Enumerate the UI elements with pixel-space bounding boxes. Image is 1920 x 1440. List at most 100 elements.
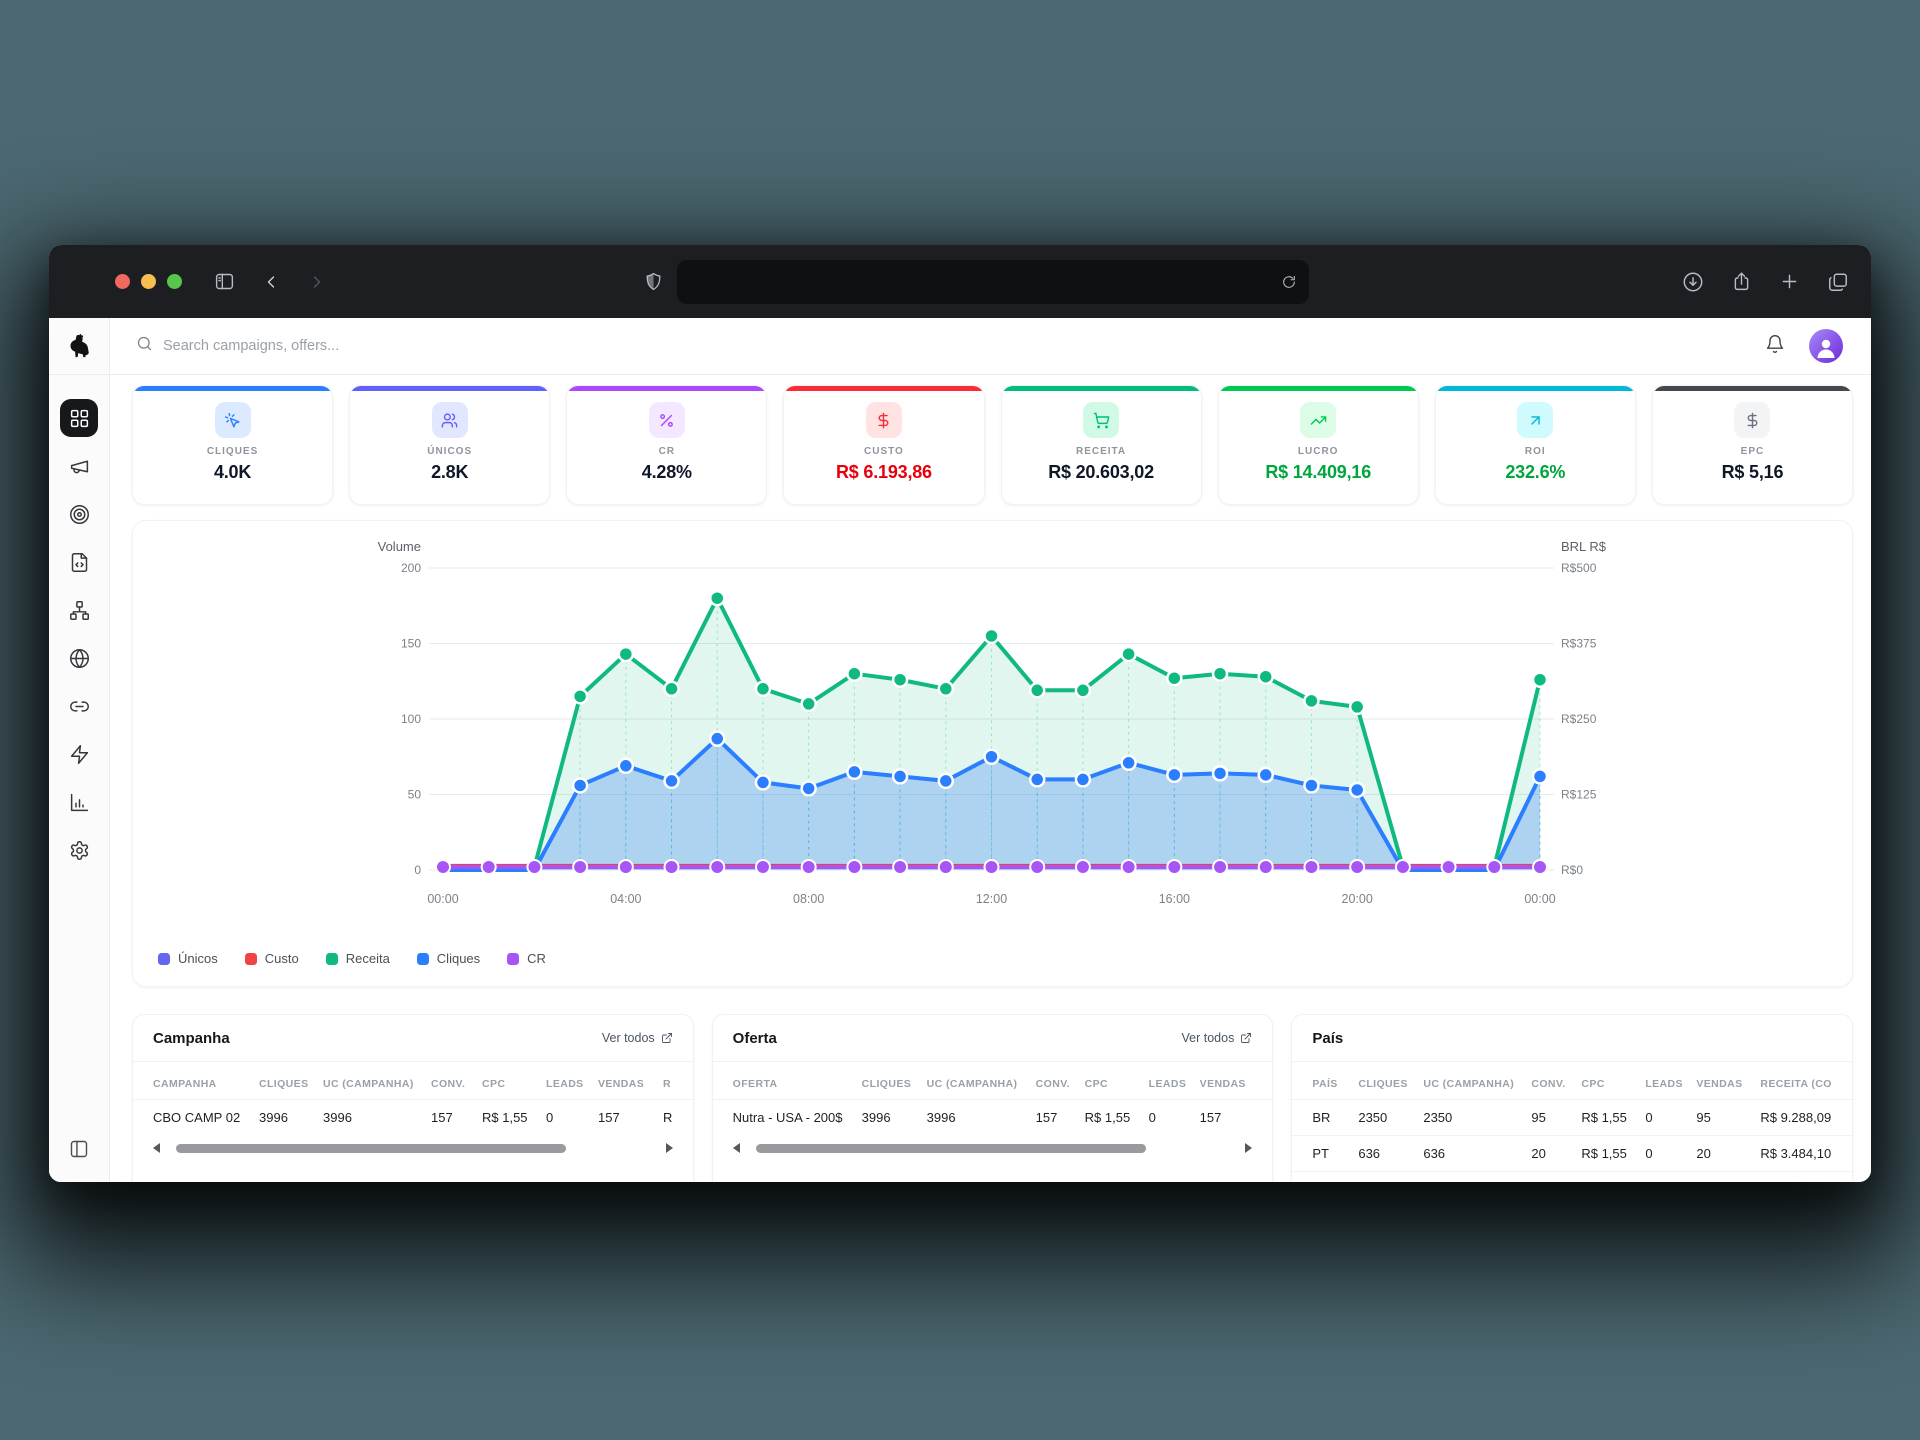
share-icon[interactable] (1731, 271, 1752, 292)
horizontal-scrollbar[interactable] (153, 1140, 673, 1156)
legend-item-cr[interactable]: CR (507, 951, 546, 966)
column-header: R (663, 1078, 671, 1090)
column-header: CLIQUES (1358, 1078, 1408, 1090)
megaphone-icon (70, 460, 88, 473)
horizontal-scrollbar[interactable] (732, 1140, 1253, 1156)
table-cell: R$ 3.484,10 (1760, 1146, 1832, 1161)
new-tab-icon[interactable] (1779, 271, 1800, 292)
table-cell: R$ 1,55 (1581, 1110, 1627, 1125)
table-row[interactable]: BR 2350 2350 95 R$ 1,55 0 95 R$ 9.288,09 (1292, 1100, 1853, 1136)
external-link-icon (661, 1033, 672, 1043)
network-icon (69, 600, 89, 620)
chart-legend: Únicos Custo Receita Cliques CR (158, 951, 546, 966)
close-window-button[interactable] (115, 274, 130, 289)
traffic-chart[interactable]: Volume BRL R$ 200 R$500 150 R$375 100 R$250 50 R$… (133, 531, 1852, 931)
table-cell: 2350 (1358, 1110, 1388, 1125)
back-button[interactable] (261, 272, 281, 292)
app-logo[interactable] (49, 318, 109, 375)
minimize-window-button[interactable] (141, 274, 156, 289)
forward-button[interactable] (307, 272, 327, 292)
privacy-shield-icon[interactable] (644, 272, 663, 291)
sidebar-item-domains[interactable] (60, 639, 98, 677)
scrollbar-track[interactable] (166, 1143, 660, 1153)
legend-item-receita[interactable]: Receita (325, 951, 390, 966)
ver-todos-link[interactable]: Ver todos (602, 1031, 673, 1045)
table-row[interactable]: CBO CAMP 02 3996 3996 157 R$ 1,55 0 157 R (133, 1100, 693, 1135)
legend-item-custo[interactable]: Custo (244, 951, 299, 966)
svg-text:08:00: 08:00 (793, 892, 824, 906)
kpi-accent-bar (1001, 386, 1201, 391)
sidebar-item-landers[interactable] (60, 543, 98, 581)
globe-icon (69, 648, 89, 668)
address-bar[interactable] (677, 259, 1309, 304)
column-header: CPC (482, 1078, 506, 1090)
sidebar-item-integrations[interactable] (60, 735, 98, 773)
table-cell: R$ 1,55 (482, 1110, 528, 1125)
sidebar-item-links[interactable] (60, 687, 98, 725)
scroll-left-arrow-icon[interactable] (153, 1143, 160, 1153)
kpi-label: CUSTO (864, 446, 904, 457)
external-link-icon (1241, 1033, 1252, 1043)
kpi-accent-bar (784, 386, 984, 391)
kpi-value: 232.6% (1505, 462, 1566, 482)
table-row[interactable]: Nutra - USA - 200$ 3996 3996 157 R$ 1,55 0 157 (713, 1100, 1273, 1135)
scroll-right-arrow-icon[interactable] (1245, 1143, 1253, 1153)
kpi-row: CLIQUES 4.0K ÚNICOS 2.8K CR 4.28% CUSTO R$ 6.19… (132, 385, 1853, 505)
downloads-icon[interactable] (1682, 271, 1704, 293)
legend-item-cliques[interactable]: Cliques (416, 951, 480, 966)
ver-todos-label: Ver todos (1181, 1031, 1235, 1045)
svg-text:200: 200 (401, 561, 421, 575)
search-icon (136, 335, 153, 357)
browser-sidebar-toggle-icon[interactable] (214, 271, 235, 292)
kpi-accent-bar (133, 386, 333, 391)
table-title: País (1312, 1029, 1344, 1047)
column-header: UC (CAMPANHA) (323, 1078, 414, 1090)
kpi-value: R$ 14.409,16 (1265, 462, 1372, 482)
reload-icon[interactable] (1281, 274, 1297, 290)
sidebar-item-settings[interactable] (60, 831, 98, 869)
table-cell: 3996 (259, 1110, 288, 1125)
svg-text:00:00: 00:00 (1524, 892, 1555, 906)
table-cell: CBO CAMP 02 (153, 1110, 241, 1125)
kpi-value: 4.28% (641, 462, 692, 482)
legend-item-nicos[interactable]: Únicos (158, 951, 218, 966)
dollar-icon (878, 412, 889, 428)
table-card-header: Campanha Ver todos (133, 1015, 693, 1062)
kpi-icon-chip (865, 402, 902, 438)
kpi-card-epc: EPC R$ 5,16 (1651, 385, 1853, 505)
sidebar-item-reports[interactable] (60, 783, 98, 821)
table-cell: 95 (1531, 1110, 1546, 1125)
search-input[interactable] (163, 338, 663, 354)
column-header: CLIQUES (259, 1078, 309, 1090)
notifications-bell-icon[interactable] (1765, 334, 1785, 359)
svg-text:16:00: 16:00 (1159, 892, 1190, 906)
legend-label: Custo (264, 951, 299, 966)
kpi-accent-bar (567, 386, 767, 391)
table-row[interactable]: PT 636 636 20 R$ 1,55 0 20 R$ 3.484,10 (1292, 1136, 1853, 1172)
user-avatar[interactable] (1809, 329, 1843, 363)
column-header: OFERTA (732, 1078, 778, 1090)
sidebar-item-dashboard[interactable] (60, 399, 98, 437)
table-card-header: Oferta Ver todos (712, 1015, 1273, 1062)
kpi-card-roi: ROI 232.6% (1434, 385, 1636, 505)
zoom-window-button[interactable] (167, 274, 182, 289)
scroll-right-arrow-icon[interactable] (665, 1143, 673, 1153)
percent-icon (660, 413, 674, 427)
table-cell: R (663, 1110, 673, 1125)
sidebar-item-offers[interactable] (60, 495, 98, 533)
column-header: PAÍS (1312, 1078, 1338, 1090)
tab-overview-icon[interactable] (1827, 271, 1849, 293)
table-cell: 0 (1148, 1110, 1156, 1125)
scroll-left-arrow-icon[interactable] (732, 1143, 740, 1153)
column-header: CPC (1581, 1078, 1605, 1090)
ver-todos-link[interactable]: Ver todos (1182, 1031, 1253, 1045)
sidebar-item-campaigns[interactable] (60, 447, 98, 485)
table-title: Oferta (732, 1029, 777, 1047)
legend-label: Únicos (178, 951, 218, 966)
table-cell: 0 (1645, 1110, 1653, 1125)
sidebar-collapse-icon[interactable] (69, 1139, 89, 1164)
sidebar-item-flows[interactable] (60, 591, 98, 629)
scrollbar-track[interactable] (746, 1143, 1240, 1153)
scrollbar-thumb[interactable] (175, 1143, 566, 1153)
scrollbar-thumb[interactable] (755, 1143, 1146, 1153)
